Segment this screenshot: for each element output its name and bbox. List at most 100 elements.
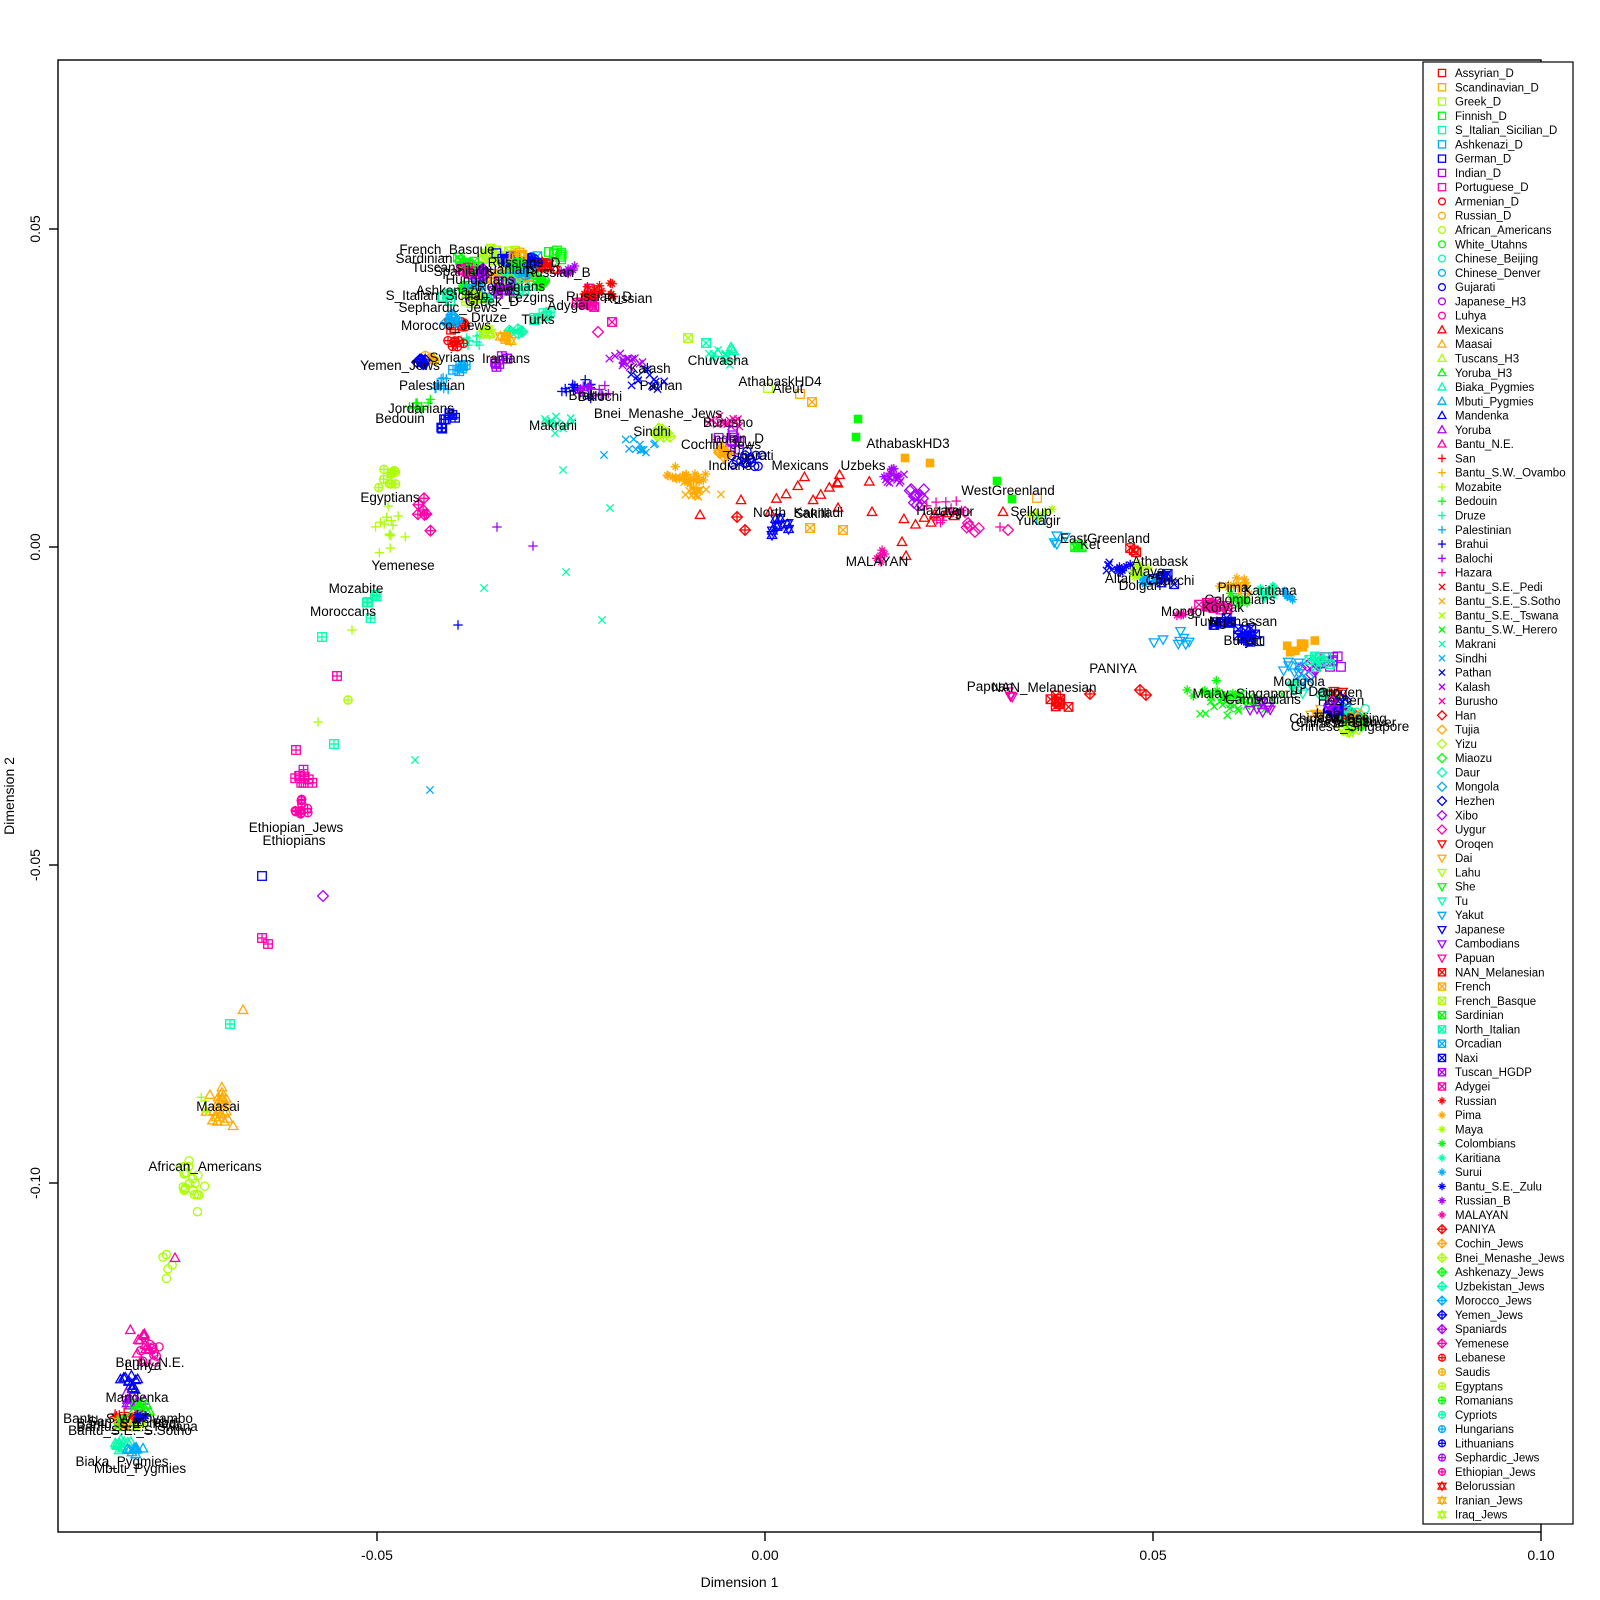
population-label: Uygur xyxy=(938,504,975,519)
data-point xyxy=(480,248,491,259)
data-point xyxy=(374,482,384,493)
data-point xyxy=(361,597,372,608)
legend-symbol xyxy=(1437,1367,1447,1377)
data-point xyxy=(677,471,688,481)
legend-item-label: Yizu xyxy=(1455,739,1477,751)
data-point xyxy=(1179,640,1192,651)
legend-item-label: Lithuanians xyxy=(1455,1438,1514,1450)
data-point xyxy=(136,1345,146,1356)
data-point xyxy=(1209,702,1219,711)
data-point xyxy=(154,1342,164,1352)
legend-item-label: Russian xyxy=(1455,1096,1497,1108)
data-point xyxy=(465,289,476,300)
legend-item-label: Kalash xyxy=(1455,682,1490,694)
data-point xyxy=(720,419,729,428)
data-point xyxy=(915,498,928,512)
data-point xyxy=(770,492,783,503)
data-point xyxy=(460,322,471,332)
data-point xyxy=(814,488,827,499)
data-point xyxy=(178,1182,188,1192)
legend-item-label: Egyptans xyxy=(1455,1381,1503,1393)
data-point xyxy=(624,354,633,363)
data-point xyxy=(681,490,690,499)
population-label: Mozabite xyxy=(329,581,384,596)
data-point xyxy=(653,384,662,394)
data-point xyxy=(879,549,890,559)
legend-item-label: White_Utahns xyxy=(1455,239,1527,251)
legend-item-label: Mongola xyxy=(1455,782,1500,794)
data-point xyxy=(1157,635,1169,646)
legend-item-label: Tujia xyxy=(1455,725,1480,737)
population-label: Druze xyxy=(471,310,507,325)
data-point xyxy=(904,482,918,496)
data-point xyxy=(547,416,556,425)
data-point xyxy=(605,354,614,363)
legend-item-label: Daur xyxy=(1455,767,1480,779)
legend-item: Bantu_S.W._Herero xyxy=(1438,625,1557,637)
legend-item-label: Lahu xyxy=(1455,867,1481,879)
legend-item-label: Cambodians xyxy=(1455,939,1520,951)
legend-item-label: Papuan xyxy=(1455,953,1495,965)
population-label: Pathan xyxy=(640,378,683,393)
legend-item-label: Iranian_Jews xyxy=(1455,1495,1523,1507)
data-point xyxy=(297,799,307,809)
legend-item-label: Mandenka xyxy=(1455,411,1509,423)
data-point xyxy=(1282,591,1293,602)
data-point xyxy=(556,247,566,258)
data-point xyxy=(302,803,313,814)
data-point xyxy=(643,365,652,374)
legend-item-label: Sindhi xyxy=(1455,653,1487,665)
legend-item-label: Cochin_Jews xyxy=(1455,1239,1524,1251)
legend-item-label: Tuscans_H3 xyxy=(1455,353,1519,365)
legend-item-label: Palestinian xyxy=(1455,525,1511,537)
data-point xyxy=(216,1086,228,1097)
data-point xyxy=(600,380,610,391)
data-point xyxy=(343,695,353,705)
data-point xyxy=(125,1369,138,1380)
data-point xyxy=(500,284,511,295)
data-point xyxy=(113,1444,125,1455)
data-point xyxy=(471,291,481,302)
data-point xyxy=(1293,662,1306,673)
data-point xyxy=(192,1189,202,1200)
legend-item-label: Pima xyxy=(1455,1110,1482,1122)
legend-item-label: Lebanese xyxy=(1455,1353,1506,1365)
data-point xyxy=(1287,594,1298,605)
data-point xyxy=(831,477,844,488)
data-point xyxy=(181,1167,192,1178)
data-point xyxy=(379,464,389,475)
data-point xyxy=(627,370,636,379)
data-point xyxy=(189,1189,200,1200)
population-label: Uzbeks xyxy=(840,458,885,473)
data-point xyxy=(477,327,490,341)
data-point xyxy=(453,335,464,346)
population-label: Egyptians xyxy=(360,490,420,505)
data-point xyxy=(729,432,740,443)
legend-item-label: PANIYA xyxy=(1455,1224,1496,1236)
data-point xyxy=(798,470,811,482)
data-point xyxy=(148,1342,158,1352)
data-point xyxy=(689,475,698,484)
data-point xyxy=(1232,573,1242,583)
data-point xyxy=(149,1356,159,1367)
data-point xyxy=(596,389,606,400)
population-label: Lithuanians xyxy=(467,262,536,277)
legend-item-label: Japanese xyxy=(1455,924,1505,936)
legend-item-label: Bedouin xyxy=(1455,496,1497,508)
data-point xyxy=(728,426,739,437)
data-point xyxy=(1048,538,1061,549)
data-point xyxy=(948,509,960,521)
data-point xyxy=(458,265,468,276)
legend-item: Bantu_S.W._Ovambo xyxy=(1438,468,1566,480)
legend-symbol xyxy=(1437,1453,1447,1462)
data-point xyxy=(390,479,401,489)
data-point xyxy=(1174,626,1187,638)
data-point xyxy=(907,496,921,510)
data-point xyxy=(1131,547,1142,558)
data-point xyxy=(1174,636,1186,648)
data-point xyxy=(607,279,617,289)
data-point xyxy=(715,411,724,421)
data-point xyxy=(575,384,586,394)
x-tick-label: 0.10 xyxy=(1527,1547,1554,1563)
